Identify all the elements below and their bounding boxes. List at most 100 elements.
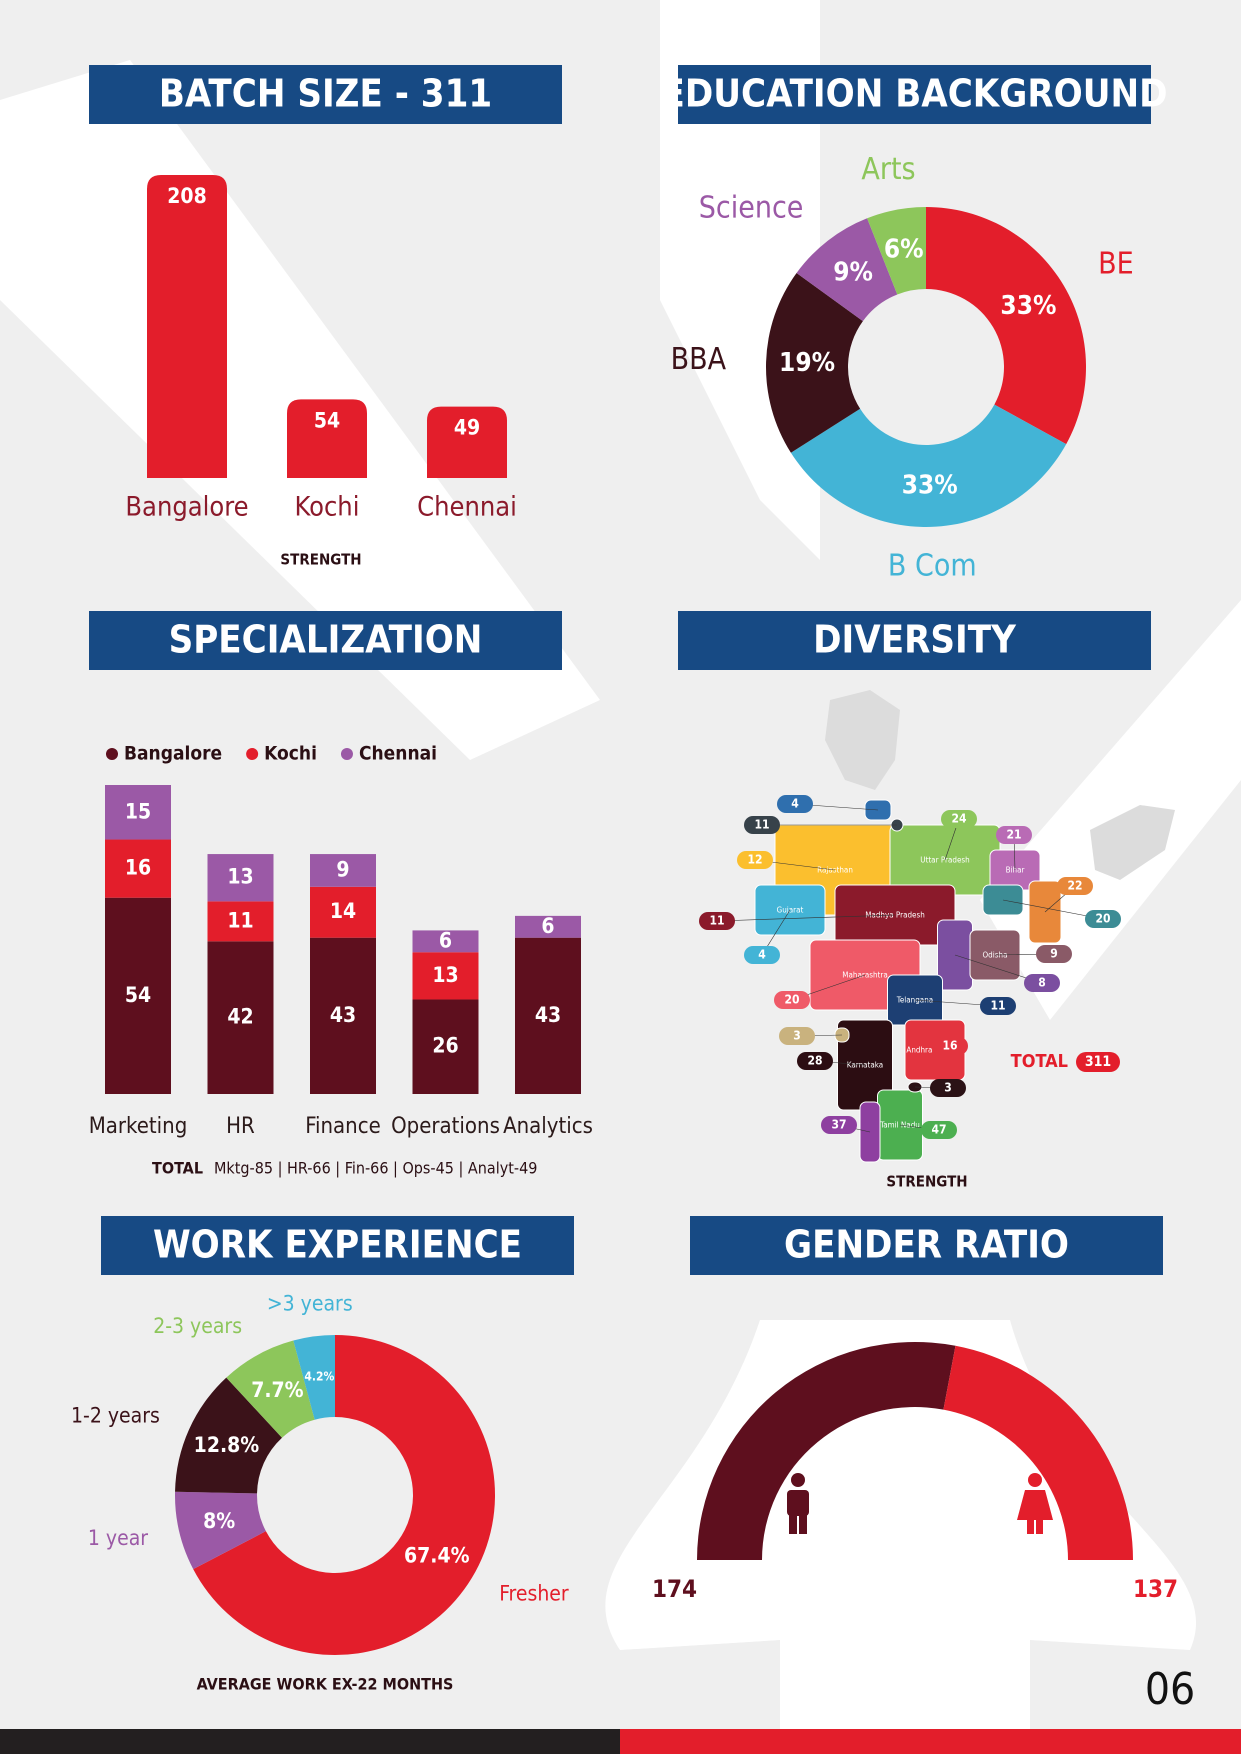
donut-slice xyxy=(796,218,898,322)
legend-swatch xyxy=(106,748,118,760)
section-title: DIVERSITY xyxy=(813,618,1017,662)
data-label: 42 xyxy=(227,1005,253,1029)
data-label: 28 xyxy=(807,1054,822,1068)
value-pill xyxy=(930,1079,966,1097)
section-title: SPECIALIZATION xyxy=(169,618,483,662)
data-label: 16 xyxy=(942,1039,957,1053)
category-label: 2-3 years xyxy=(153,1314,242,1338)
note-label: TOTAL xyxy=(152,1159,203,1178)
data-label: 9 xyxy=(1050,947,1058,961)
data-label: 137 xyxy=(1133,1575,1178,1603)
section-title: BATCH SIZE - 311 xyxy=(159,72,492,116)
value-pill xyxy=(1024,974,1060,992)
data-label: 8 xyxy=(1038,976,1046,990)
section-title: WORK EXPERIENCE xyxy=(153,1223,522,1267)
value-pill xyxy=(1036,945,1072,963)
bar-segment xyxy=(310,886,376,938)
data-label: 6% xyxy=(884,235,924,265)
bar-segment xyxy=(105,839,171,898)
data-label: 19% xyxy=(779,348,835,378)
data-label: 22 xyxy=(1067,879,1082,893)
x-tick-label: Bangalore xyxy=(125,492,248,523)
data-label: 13 xyxy=(432,963,458,987)
section-header xyxy=(678,65,1151,124)
data-label: 8% xyxy=(203,1509,235,1533)
bar-segment xyxy=(515,915,581,938)
x-tick-label: Analytics xyxy=(503,1114,593,1139)
gauge-segment xyxy=(697,1342,956,1560)
section-header xyxy=(89,65,562,124)
donut-slice xyxy=(867,207,926,295)
data-label: 33% xyxy=(902,470,958,500)
map-region-other xyxy=(825,690,900,790)
value-pill xyxy=(1057,877,1093,895)
category-label: 1 year xyxy=(88,1526,148,1550)
section-header xyxy=(678,611,1151,670)
data-label: 37 xyxy=(831,1118,846,1132)
data-label: 4.2% xyxy=(304,1370,334,1384)
value-pill xyxy=(779,1027,815,1045)
x-tick-label: Finance xyxy=(305,1114,381,1139)
data-label: 20 xyxy=(1095,912,1110,926)
x-tick-label: Operations xyxy=(391,1114,500,1139)
leader-line xyxy=(716,914,896,922)
bar-segment xyxy=(207,941,274,1094)
value-pill xyxy=(699,912,735,930)
bar-segment xyxy=(412,999,479,1094)
value-pill xyxy=(744,816,780,834)
total-label: TOTAL xyxy=(1011,1051,1068,1072)
data-label: 13 xyxy=(227,865,253,889)
value-pill xyxy=(774,991,810,1009)
data-label: 20 xyxy=(784,993,799,1007)
data-label: 7.7% xyxy=(251,1378,303,1402)
section-title: EDUCATION BACKGROUND xyxy=(662,72,1168,116)
category-label: Arts xyxy=(861,152,915,187)
bar xyxy=(427,406,507,478)
bar-segment xyxy=(105,785,171,840)
region-name: Bihar xyxy=(1006,866,1025,875)
section-header xyxy=(101,1216,574,1275)
data-label: 24 xyxy=(951,812,967,826)
male-icon xyxy=(787,1473,809,1534)
x-tick-label: HR xyxy=(226,1114,255,1139)
bar-segment xyxy=(412,952,479,1000)
data-label: 11 xyxy=(227,908,253,932)
donut-slice xyxy=(293,1335,335,1420)
data-label: 11 xyxy=(709,914,724,928)
data-label: 6 xyxy=(541,914,554,938)
data-label: 9 xyxy=(336,857,349,881)
value-pill xyxy=(777,795,813,813)
x-tick-label: Kochi xyxy=(295,492,360,523)
bar xyxy=(287,399,367,478)
bar-segment xyxy=(515,937,581,1094)
footer-bar xyxy=(0,1729,620,1754)
bar-segment xyxy=(207,854,274,902)
data-label: 47 xyxy=(931,1123,946,1137)
section-title: GENDER RATIO xyxy=(784,1223,1069,1267)
data-label: 16 xyxy=(125,856,151,880)
value-pill xyxy=(932,1037,968,1055)
bar-segment xyxy=(207,901,274,942)
donut-slice xyxy=(175,1377,283,1494)
bar-segment xyxy=(310,854,376,887)
value-pill xyxy=(744,946,780,964)
data-label: 12.8% xyxy=(194,1433,260,1457)
value-pill xyxy=(921,1121,957,1139)
data-label: 3 xyxy=(793,1029,801,1043)
data-label: 11 xyxy=(754,818,769,832)
data-label: 4 xyxy=(791,797,799,811)
region-name: Gujarat xyxy=(777,906,804,915)
data-label: 174 xyxy=(652,1575,697,1603)
data-label: 14 xyxy=(330,899,356,923)
section-header xyxy=(89,611,562,670)
region-name: Telangana xyxy=(896,996,933,1005)
bar-segment xyxy=(105,897,171,1094)
legend-label: Kochi xyxy=(264,743,317,765)
data-label: 54 xyxy=(314,408,340,432)
data-label: 6 xyxy=(439,928,452,952)
data-label: 4 xyxy=(758,948,766,962)
bar-segment xyxy=(310,937,376,1094)
legend-label: Chennai xyxy=(359,743,437,765)
donut-slice xyxy=(790,404,1067,528)
